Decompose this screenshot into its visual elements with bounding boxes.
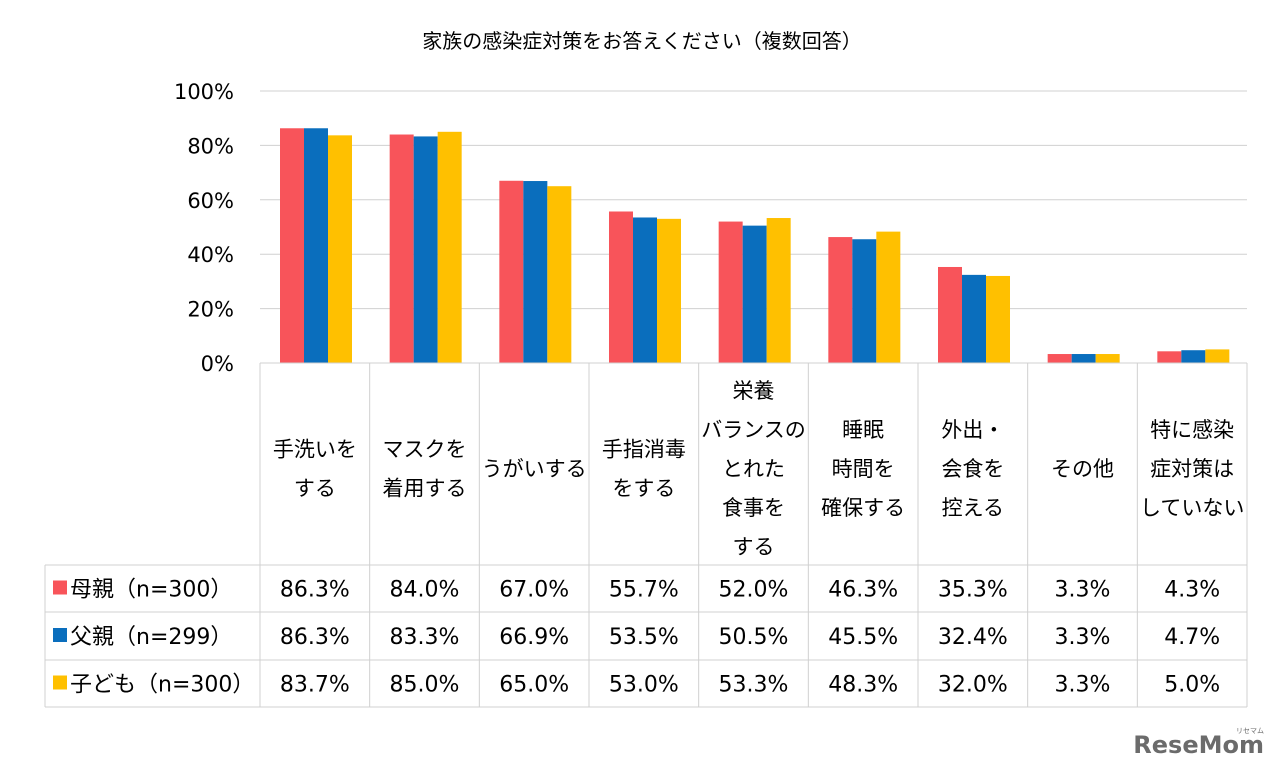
bar	[328, 135, 352, 363]
bar	[938, 266, 962, 363]
y-axis-ticks: 0% 20% 40% 60% 80% 100%	[174, 80, 234, 376]
category-label: その他	[1051, 457, 1114, 481]
category-labels: 手洗いをするマスクを着用するうがいする手指消毒をする栄養バランスのとれた食事をす…	[273, 379, 1245, 559]
y-tick-label: 20%	[187, 298, 234, 322]
y-tick-label: 40%	[187, 243, 234, 267]
category-label: する	[294, 477, 336, 501]
bar	[962, 274, 986, 363]
bars	[280, 128, 1230, 363]
data-table-cell: 3.3%	[1055, 625, 1111, 650]
bar	[1047, 354, 1072, 363]
bar	[657, 218, 681, 363]
legend-label: 子ども（n=300）	[70, 673, 254, 698]
legend-label: 母親（n=300）	[70, 578, 232, 603]
bar	[828, 237, 853, 363]
category-label: 栄養	[733, 379, 775, 403]
bar	[389, 134, 414, 363]
data-table-cell: 46.3%	[828, 578, 898, 603]
y-tick-label: 0%	[201, 352, 234, 376]
category-label: 会食を	[941, 457, 1004, 481]
category-label: する	[733, 535, 775, 559]
legend-swatch	[53, 580, 67, 595]
bar	[437, 131, 462, 363]
bar	[1205, 349, 1230, 363]
bar	[1095, 354, 1120, 363]
category-label: うがいする	[482, 457, 587, 481]
data-table-cell: 67.0%	[499, 578, 569, 603]
data-table-cell: 32.4%	[938, 625, 1008, 650]
category-label: 睡眠	[842, 418, 884, 442]
data-table-cell: 32.0%	[938, 673, 1008, 698]
category-label: 控える	[942, 496, 1004, 520]
legend-label: 父親（n=299）	[70, 625, 232, 650]
bar	[742, 225, 767, 363]
legend: 母親（n=300） 父親（n=299） 子ども（n=300）	[53, 578, 254, 698]
bar	[499, 180, 524, 363]
data-table-cell: 65.0%	[499, 673, 569, 698]
y-tick-label: 100%	[174, 80, 234, 104]
bar	[1071, 354, 1096, 363]
category-label: をする	[612, 477, 675, 501]
category-label: 手洗いを	[273, 438, 357, 462]
bar	[609, 211, 633, 363]
bar	[304, 128, 328, 363]
bar	[1181, 350, 1206, 363]
category-label: していない	[1140, 496, 1244, 520]
y-tick-label: 80%	[187, 134, 234, 158]
resemom-logo: ReseMom リセマム	[1133, 727, 1264, 759]
data-table-cell: 66.9%	[499, 625, 569, 650]
data-table-cell: 55.7%	[609, 578, 679, 603]
data-table-cell: 83.3%	[390, 625, 460, 650]
bar	[876, 231, 901, 363]
category-label: バランスの	[701, 418, 806, 442]
bar	[986, 275, 1010, 363]
data-table-cell: 50.5%	[719, 625, 789, 650]
data-table	[44, 362, 1248, 708]
data-table-cell: 4.3%	[1164, 578, 1220, 603]
data-table-cell: 3.3%	[1055, 673, 1111, 698]
category-label: 食事を	[722, 496, 785, 520]
data-table-cell: 84.0%	[390, 578, 460, 603]
data-table-cell: 85.0%	[390, 673, 460, 698]
data-table-cell: 86.3%	[280, 578, 350, 603]
bar	[852, 239, 877, 363]
data-table-cell: 53.5%	[609, 625, 679, 650]
bar	[547, 186, 572, 363]
chart-title: 家族の感染症対策をお答えください（複数回答）	[422, 29, 861, 53]
category-label: とれた	[722, 457, 785, 481]
category-label: 手指消毒	[602, 438, 686, 462]
data-table-cell: 83.7%	[280, 673, 350, 698]
bar	[413, 136, 438, 363]
category-label: 着用する	[383, 477, 467, 501]
category-label: 特に感染	[1150, 418, 1234, 442]
logo-subtext: リセマム	[1236, 727, 1264, 735]
data-table-cell: 4.7%	[1164, 625, 1220, 650]
bar	[718, 221, 743, 363]
bar	[280, 128, 304, 363]
data-table-cell: 52.0%	[719, 578, 789, 603]
logo-text: ReseMom	[1133, 731, 1264, 759]
y-tick-label: 60%	[187, 189, 234, 213]
data-table-cell: 53.3%	[719, 673, 789, 698]
bar	[523, 181, 548, 363]
category-label: 確保する	[821, 496, 905, 520]
category-label: 外出・	[941, 418, 1004, 442]
data-table-cell: 3.3%	[1055, 578, 1111, 603]
category-label: 時間を	[832, 457, 895, 481]
category-label: マスクを	[383, 438, 467, 462]
data-table-cell: 86.3%	[280, 625, 350, 650]
category-label: 症対策は	[1150, 457, 1234, 481]
data-table-cell: 53.0%	[609, 673, 679, 698]
legend-swatch	[53, 628, 67, 642]
bar	[1157, 351, 1182, 363]
data-table-cell: 5.0%	[1164, 673, 1220, 698]
data-table-cells: 86.3% 84.0% 67.0% 55.7% 52.0% 46.3% 35.3% 3.3% 4…	[280, 578, 1220, 698]
legend-swatch	[53, 675, 67, 690]
data-table-cell: 48.3%	[828, 673, 898, 698]
bar	[766, 218, 791, 363]
bar	[633, 217, 657, 363]
data-table-cell: 45.5%	[828, 625, 898, 650]
data-table-cell: 35.3%	[938, 578, 1008, 603]
